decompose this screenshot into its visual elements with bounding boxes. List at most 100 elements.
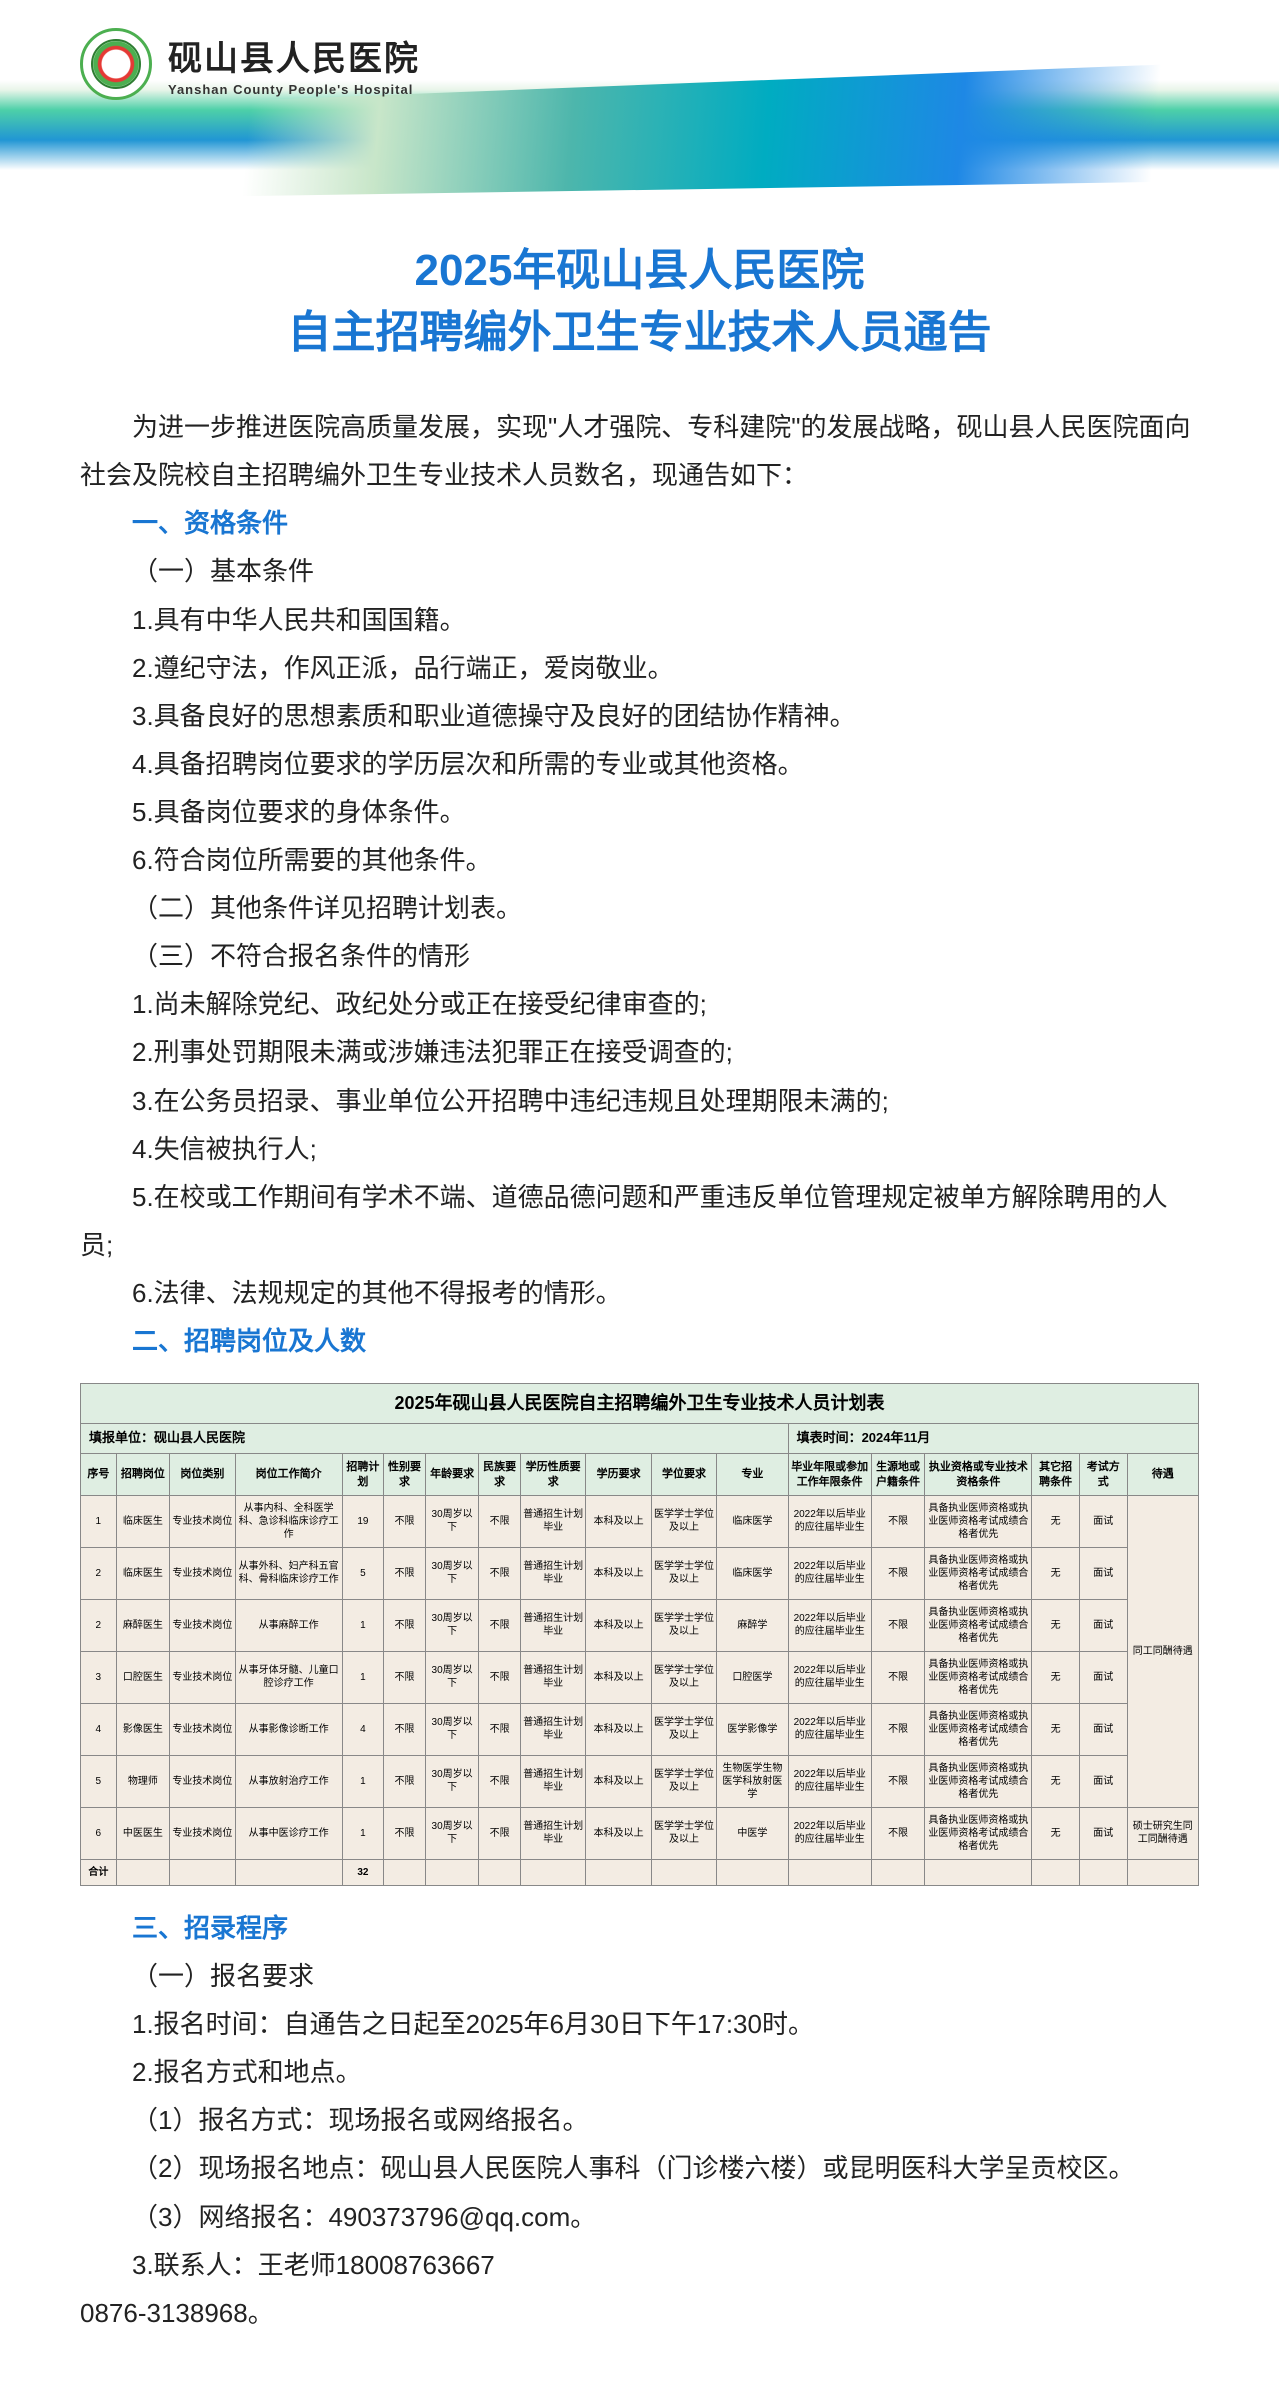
page-title: 2025年砚山县人民医院 自主招聘编外卫生专业技术人员通告 (80, 240, 1199, 363)
table-cell: 面试 (1079, 1547, 1127, 1599)
table-cell: 30周岁以下 (425, 1807, 479, 1859)
sec3-item: 3.联系人：王老师18008763667 (80, 2241, 1199, 2289)
table-cell: 不限 (384, 1599, 426, 1651)
table-cell: 普通招生计划毕业 (520, 1495, 585, 1547)
table-cell: 本科及以上 (586, 1599, 651, 1651)
table-cell: 5 (81, 1755, 117, 1807)
table-cell: 专业技术岗位 (170, 1703, 235, 1755)
table-title: 2025年砚山县人民医院自主招聘编外卫生专业技术人员计划表 (81, 1384, 1199, 1424)
sec3-1: （一）报名要求 (80, 1952, 1199, 2000)
table-cell: 麻醉学 (717, 1599, 788, 1651)
table-cell: 2 (81, 1599, 117, 1651)
table-cell: 2022年以后毕业的应往届毕业生 (788, 1651, 871, 1703)
table-cell: 专业技术岗位 (170, 1495, 235, 1547)
table-cell: 不限 (479, 1651, 521, 1703)
hospital-logo-icon (80, 28, 152, 100)
table-cell: 不限 (384, 1755, 426, 1807)
table-cell: 不限 (479, 1755, 521, 1807)
table-col-header: 序号 (81, 1454, 117, 1496)
table-cell: 口腔医生 (116, 1651, 170, 1703)
table-cell: 不限 (384, 1807, 426, 1859)
table-cell: 面试 (1079, 1495, 1127, 1547)
table-col-header: 民族要求 (479, 1454, 521, 1496)
sec1-item: 2.遵纪守法，作风正派，品行端正，爱岗敬业。 (80, 644, 1199, 692)
table-cell: 无 (1032, 1651, 1080, 1703)
table-cell: 面试 (1079, 1651, 1127, 1703)
sec1-item: 3.具备良好的思想素质和职业道德操守及良好的团结协作精神。 (80, 692, 1199, 740)
title-line-1: 2025年砚山县人民医院 (415, 246, 865, 295)
hospital-name-en: Yanshan County People's Hospital (168, 82, 420, 97)
table-cell: 4 (81, 1703, 117, 1755)
table-cell: 从事麻醉工作 (235, 1599, 342, 1651)
table-cell: 不限 (479, 1547, 521, 1599)
table-cell: 影像医生 (116, 1703, 170, 1755)
table-cell: 本科及以上 (586, 1755, 651, 1807)
table-cell: 不限 (871, 1495, 925, 1547)
table-cell: 同工同酬待遇 (1127, 1495, 1199, 1807)
table-cell: 不限 (479, 1495, 521, 1547)
title-line-2: 自主招聘编外卫生专业技术人员通告 (288, 308, 992, 357)
sec3-head: 三、招录程序 (80, 1904, 1199, 1952)
table-col-header: 学历要求 (586, 1454, 651, 1496)
table-cell: 无 (1032, 1599, 1080, 1651)
table-cell: 医学学士学位及以上 (651, 1599, 716, 1651)
table-cell: 医学学士学位及以上 (651, 1651, 716, 1703)
table-cell: 不限 (871, 1807, 925, 1859)
table-cell: 面试 (1079, 1703, 1127, 1755)
table-col-header: 年龄要求 (425, 1454, 479, 1496)
table-row: 1临床医生专业技术岗位从事内科、全科医学科、急诊科临床诊疗工作19不限30周岁以… (81, 1495, 1199, 1547)
table-cell: 1 (342, 1651, 384, 1703)
table-filler: 填报单位：砚山县人民医院 (81, 1424, 789, 1454)
table-col-header: 岗位工作简介 (235, 1454, 342, 1496)
table-cell: 从事中医诊疗工作 (235, 1807, 342, 1859)
table-cell: 硕士研究生同工同酬待遇 (1127, 1807, 1199, 1859)
table-cell: 2022年以后毕业的应往届毕业生 (788, 1807, 871, 1859)
table-col-header: 学位要求 (651, 1454, 716, 1496)
sec1-neg: 2.刑事处罚期限未满或涉嫌违法犯罪正在接受调查的; (80, 1028, 1199, 1076)
table-cell: 普通招生计划毕业 (520, 1807, 585, 1859)
table-cell: 专业技术岗位 (170, 1755, 235, 1807)
table-cell: 不限 (871, 1703, 925, 1755)
table-cell: 不限 (384, 1703, 426, 1755)
table-cell: 医学学士学位及以上 (651, 1755, 716, 1807)
table-cell: 5 (342, 1547, 384, 1599)
table-cell: 30周岁以下 (425, 1755, 479, 1807)
table-cell: 本科及以上 (586, 1651, 651, 1703)
table-cell: 19 (342, 1495, 384, 1547)
table-cell: 无 (1032, 1547, 1080, 1599)
body-text: 为进一步推进医院高质量发展，实现"人才强院、专科建院"的发展战略，砚山县人民医院… (80, 403, 1199, 1365)
table-body: 1临床医生专业技术岗位从事内科、全科医学科、急诊科临床诊疗工作19不限30周岁以… (81, 1495, 1199, 1859)
table-cell: 临床医生 (116, 1547, 170, 1599)
sec1-neg: 5.在校或工作期间有学术不端、道德品德问题和严重违反单位管理规定被单方解除聘用的… (80, 1173, 1199, 1269)
table-cell: 30周岁以下 (425, 1495, 479, 1547)
table-cell: 医学影像学 (717, 1703, 788, 1755)
table-cell: 临床医学 (717, 1547, 788, 1599)
sec3-item: （2）现场报名地点：砚山县人民医院人事科（门诊楼六楼）或昆明医科大学呈贡校区。 (80, 2144, 1199, 2192)
table-cell: 不限 (871, 1651, 925, 1703)
sec1-item: 1.具有中华人民共和国国籍。 (80, 596, 1199, 644)
table-cell: 生物医学生物医学科放射医学 (717, 1755, 788, 1807)
table-cell: 医学学士学位及以上 (651, 1807, 716, 1859)
sec1-head: 一、资格条件 (80, 499, 1199, 547)
table-cell: 普通招生计划毕业 (520, 1651, 585, 1703)
table-cell: 医学学士学位及以上 (651, 1703, 716, 1755)
table-cell: 无 (1032, 1703, 1080, 1755)
table-col-header: 毕业年限或参加工作年限条件 (788, 1454, 871, 1496)
table-col-header: 待遇 (1127, 1454, 1199, 1496)
total-value: 32 (342, 1859, 384, 1885)
table-cell: 不限 (384, 1651, 426, 1703)
table-cell: 具备执业医师资格或执业医师资格考试成绩合格者优先 (925, 1547, 1032, 1599)
table-col-header: 其它招聘条件 (1032, 1454, 1080, 1496)
table-cell: 从事影像诊断工作 (235, 1703, 342, 1755)
table-col-header: 岗位类别 (170, 1454, 235, 1496)
table-cell: 面试 (1079, 1807, 1127, 1859)
table-row: 2临床医生专业技术岗位从事外科、妇产科五官科、骨科临床诊疗工作5不限30周岁以下… (81, 1547, 1199, 1599)
sec1-item: 6.符合岗位所需要的其他条件。 (80, 836, 1199, 884)
table-col-header: 学历性质要求 (520, 1454, 585, 1496)
table-cell: 不限 (871, 1547, 925, 1599)
table-cell: 普通招生计划毕业 (520, 1547, 585, 1599)
table-col-header: 性别要求 (384, 1454, 426, 1496)
table-cell: 30周岁以下 (425, 1651, 479, 1703)
table-cell: 30周岁以下 (425, 1547, 479, 1599)
table-row: 3口腔医生专业技术岗位从事牙体牙髓、儿童口腔诊疗工作1不限30周岁以下不限普通招… (81, 1651, 1199, 1703)
